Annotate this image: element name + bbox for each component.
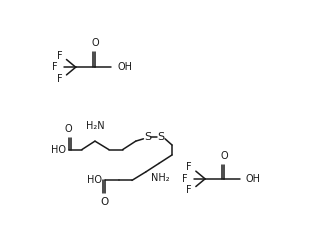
Text: F: F (52, 62, 58, 72)
Text: F: F (57, 74, 63, 84)
Text: F: F (57, 51, 63, 61)
Text: OH: OH (246, 174, 261, 184)
Text: F: F (182, 174, 187, 184)
Text: HO: HO (51, 145, 66, 154)
Text: S: S (157, 132, 165, 142)
Text: NH₂: NH₂ (151, 173, 170, 183)
Text: OH: OH (117, 62, 132, 72)
Text: O: O (91, 38, 99, 48)
Text: O: O (65, 124, 73, 134)
Text: H₂N: H₂N (86, 121, 104, 131)
Text: S: S (144, 132, 151, 142)
Text: HO: HO (87, 175, 102, 185)
Text: F: F (186, 185, 192, 195)
Text: O: O (101, 197, 109, 207)
Text: F: F (186, 162, 192, 172)
Text: O: O (220, 151, 228, 161)
